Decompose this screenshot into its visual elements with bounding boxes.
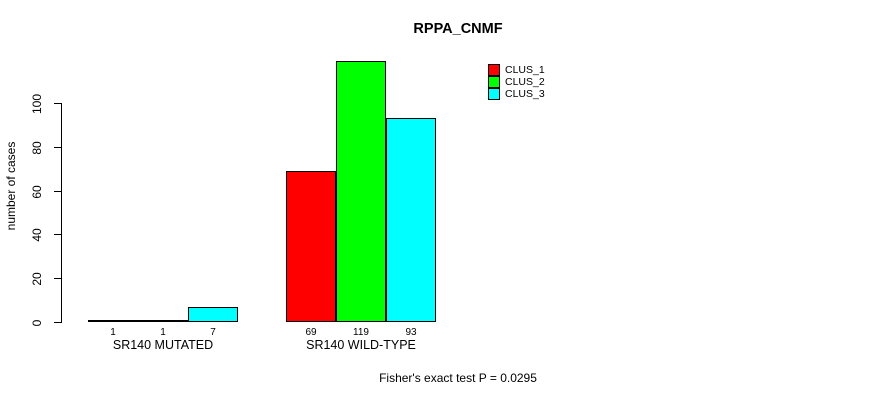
y-axis-tick <box>54 191 61 192</box>
bar-clus_1-group2 <box>286 171 336 322</box>
legend-item-clus_2: CLUS_2 <box>488 76 545 88</box>
legend-swatch-clus_1 <box>488 64 500 76</box>
legend-item-clus_1: CLUS_1 <box>488 64 545 76</box>
bar-clus_3-group2 <box>386 118 436 322</box>
bar-clus_2-group1 <box>138 320 188 322</box>
bar-value-label: 7 <box>210 327 216 338</box>
bar-value-label: 93 <box>405 327 417 338</box>
bar-value-label: 1 <box>160 327 166 338</box>
y-axis-tick-label: 60 <box>30 184 44 199</box>
y-axis-tick-label: 0 <box>30 319 44 326</box>
legend-label: CLUS_2 <box>505 76 545 88</box>
bar-value-label: 69 <box>305 327 317 338</box>
y-axis-tick <box>54 103 61 104</box>
bar-value-label: 1 <box>110 327 116 338</box>
y-axis-tick <box>54 234 61 235</box>
y-axis-tick-label: 20 <box>30 271 44 286</box>
legend-swatch-clus_2 <box>488 76 500 88</box>
stat-test-annotation: Fisher's exact test P = 0.0295 <box>379 371 537 385</box>
legend-label: CLUS_3 <box>505 88 545 100</box>
y-axis-tick-label: 100 <box>30 93 44 114</box>
category-label: SR140 WILD-TYPE <box>306 338 416 352</box>
y-axis-tick <box>54 147 61 148</box>
chart-title: RPPA_CNMF <box>413 21 503 37</box>
bar-clus_2-group2 <box>336 61 386 322</box>
y-axis-tick-label: 80 <box>30 140 44 155</box>
y-axis-tick <box>54 278 61 279</box>
category-label: SR140 MUTATED <box>112 338 214 352</box>
legend-swatch-clus_3 <box>488 88 500 100</box>
bar-clus_3-group1 <box>188 307 238 322</box>
y-axis-tick <box>54 322 61 323</box>
bar-clus_1-group1 <box>88 320 138 322</box>
legend-label: CLUS_1 <box>505 64 545 76</box>
bar-value-label: 119 <box>353 327 369 338</box>
legend: CLUS_1 CLUS_2 CLUS_3 <box>488 64 545 100</box>
y-axis-line <box>61 103 62 323</box>
legend-item-clus_3: CLUS_3 <box>488 88 545 100</box>
y-axis-tick-label: 40 <box>30 227 44 242</box>
